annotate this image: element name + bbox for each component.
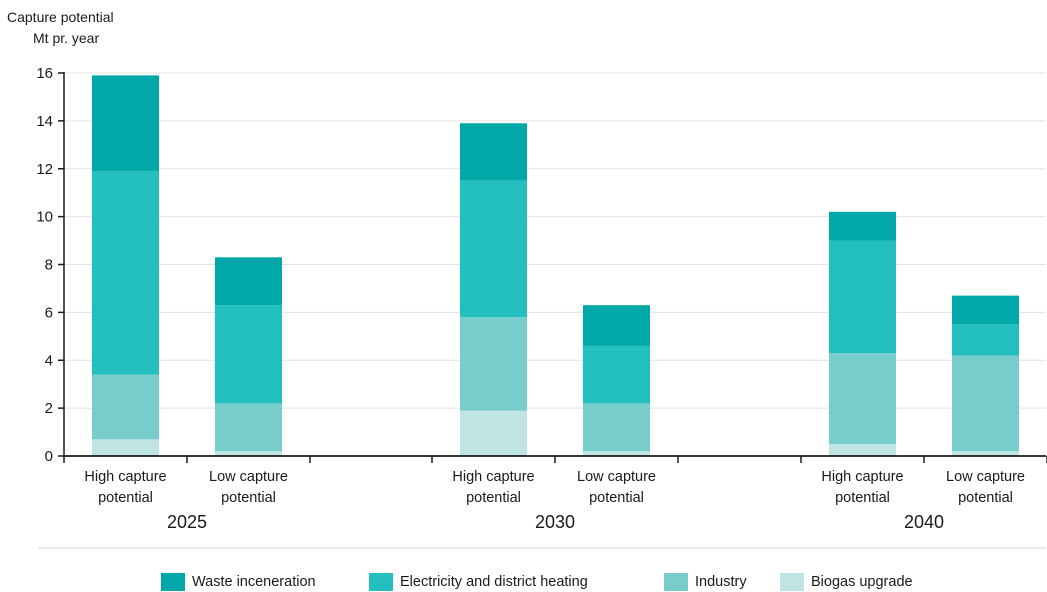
legend-swatch — [780, 573, 804, 591]
bar-segment-industry — [952, 355, 1019, 452]
bar-segment-electricity-and-district-heating — [583, 345, 650, 404]
bar-segment-industry — [829, 353, 896, 445]
bar-segment-electricity-and-district-heating — [460, 180, 527, 318]
x-axis-labels: High capture potential Low capture potentia… — [84, 469, 1025, 532]
y-tick-label: 0 — [45, 448, 53, 465]
bar-category-label: potential — [589, 490, 644, 506]
axes — [63, 72, 1047, 463]
legend: Waste inceneration Electricity and distri… — [38, 547, 1046, 591]
bar-category-label: Low capture — [209, 469, 288, 485]
bar-segment-electricity-and-district-heating — [952, 324, 1019, 356]
bar-category-label: High capture — [452, 469, 534, 485]
bar-segment-waste-inceneration — [583, 305, 650, 346]
y-tick-label: 12 — [36, 161, 53, 178]
bar-segment-industry — [583, 403, 650, 452]
bar-segment-biogas-upgrade — [460, 410, 527, 456]
bar-segment-industry — [215, 403, 282, 452]
y-tick-label: 8 — [45, 257, 53, 274]
gridlines — [64, 72, 1046, 409]
year-group-label: 2025 — [167, 512, 207, 532]
y-axis-title-line-2: Mt pr. year — [33, 30, 99, 46]
y-tick-label: 16 — [36, 65, 53, 82]
y-tick-label: 2 — [45, 400, 53, 417]
year-group-label: 2040 — [904, 512, 944, 532]
legend-swatch — [664, 573, 688, 591]
bar-segment-biogas-upgrade — [583, 451, 650, 456]
y-axis-title-line-1: Capture potential — [7, 9, 114, 25]
bar-segment-biogas-upgrade — [92, 439, 159, 456]
bar-segment-biogas-upgrade — [215, 451, 282, 456]
bar-segment-waste-inceneration — [460, 123, 527, 181]
bar-segment-biogas-upgrade — [952, 451, 1019, 456]
legend-swatch — [369, 573, 393, 591]
bar-segment-industry — [460, 317, 527, 411]
bar-segment-waste-inceneration — [952, 295, 1019, 325]
legend-label: Biogas upgrade — [811, 574, 913, 590]
legend-label: Waste inceneration — [192, 574, 316, 590]
bar-segment-electricity-and-district-heating — [215, 305, 282, 404]
bar-category-label: potential — [98, 490, 153, 506]
y-tick-label: 6 — [45, 304, 53, 321]
bar-category-label: potential — [835, 490, 890, 506]
year-group-label: 2030 — [535, 512, 575, 532]
bar-segment-waste-inceneration — [829, 211, 896, 241]
bar-segment-electricity-and-district-heating — [829, 240, 896, 354]
bar-category-label: High capture — [84, 469, 166, 485]
bar-category-label: potential — [958, 490, 1013, 506]
legend-label: Electricity and district heating — [400, 574, 588, 590]
y-tick-label: 4 — [45, 352, 53, 369]
bar-category-label: High capture — [821, 469, 903, 485]
y-axis-ticks: 0 2 4 6 8 10 12 14 16 — [36, 65, 64, 465]
bar-segment-waste-inceneration — [92, 75, 159, 172]
bars — [92, 75, 1019, 456]
bar-category-label: potential — [221, 490, 276, 506]
bar-segment-electricity-and-district-heating — [92, 171, 159, 375]
legend-label: Industry — [695, 574, 747, 590]
bar-segment-biogas-upgrade — [829, 444, 896, 456]
y-tick-label: 14 — [36, 113, 53, 130]
bar-category-label: Low capture — [577, 469, 656, 485]
y-tick-label: 10 — [36, 209, 53, 226]
bar-category-label: Low capture — [946, 469, 1025, 485]
bar-category-label: potential — [466, 490, 521, 506]
legend-swatch — [161, 573, 185, 591]
bar-segment-waste-inceneration — [215, 257, 282, 306]
bar-segment-industry — [92, 374, 159, 440]
